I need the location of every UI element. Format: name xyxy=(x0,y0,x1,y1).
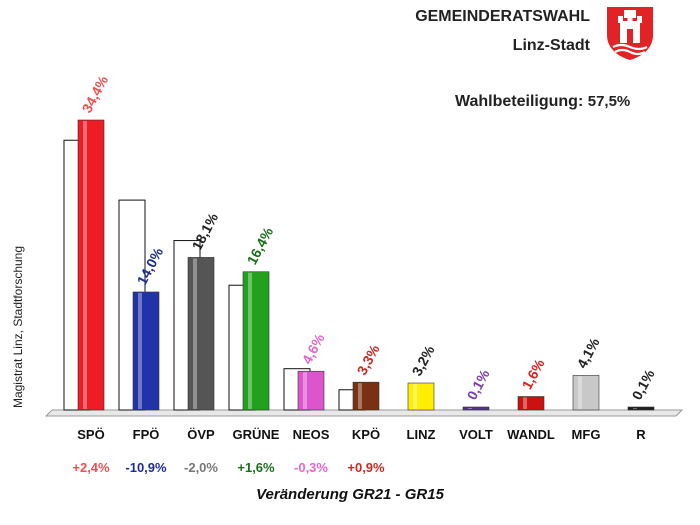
bar-current xyxy=(243,272,269,410)
category-label: FPÖ xyxy=(133,427,160,442)
bar-value-label: 3,3% xyxy=(354,341,383,377)
bar-value-label: 16,4% xyxy=(244,224,277,267)
bar-highlight xyxy=(248,273,252,409)
turnout-value: 57,5% xyxy=(588,93,631,110)
change-caption: Veränderung GR21 - GR15 xyxy=(0,486,700,503)
bar-current xyxy=(628,407,654,410)
category-label: LINZ xyxy=(407,427,436,442)
bar-highlight xyxy=(523,398,527,409)
change-label: -10,9% xyxy=(125,460,167,475)
source-credit: Magistrat Linz, Stadtforschung xyxy=(11,227,25,427)
bar-value-label: 34,4% xyxy=(79,72,112,115)
category-label: WANDL xyxy=(507,427,555,442)
turnout-label: Wahlbeteiligung: xyxy=(455,93,583,110)
linz-coat-of-arms-icon xyxy=(605,5,655,61)
category-label: R xyxy=(636,427,646,442)
bar-current xyxy=(573,375,599,410)
bar-value-label: 1,6% xyxy=(519,356,548,392)
page-title: GEMEINDERATSWAHL xyxy=(415,8,590,26)
change-label: +2,4% xyxy=(72,460,110,475)
bar-current xyxy=(353,382,379,410)
bar-value-label: 3,2% xyxy=(409,342,438,378)
bar-current xyxy=(463,407,489,410)
page-subtitle: Linz-Stadt xyxy=(513,37,590,55)
bar-highlight xyxy=(578,376,582,409)
chart-floor xyxy=(46,410,682,416)
category-label: KPÖ xyxy=(352,427,380,442)
bar-current xyxy=(133,292,159,410)
bar-current xyxy=(518,397,544,410)
bar-current xyxy=(78,120,104,410)
bar-value-label: 18,1% xyxy=(189,210,222,253)
bar-value-label: 0,1% xyxy=(629,366,658,402)
bar-value-label: 0,1% xyxy=(464,366,493,402)
bar-highlight xyxy=(138,293,142,409)
bar-current xyxy=(298,371,324,410)
category-label: ÖVP xyxy=(187,427,215,442)
category-label: GRÜNE xyxy=(233,427,280,442)
bar-highlight xyxy=(413,384,417,409)
category-label: VOLT xyxy=(459,427,493,442)
category-label: NEOS xyxy=(293,427,330,442)
bar-highlight xyxy=(193,258,197,409)
change-label: -2,0% xyxy=(184,460,218,475)
category-label: SPÖ xyxy=(77,427,104,442)
change-label: -0,3% xyxy=(294,460,328,475)
bar-highlight xyxy=(83,121,87,409)
bar-highlight xyxy=(633,408,637,409)
bar-current xyxy=(188,257,214,410)
turnout-info: Wahlbeteiligung: 57,5% xyxy=(455,93,630,111)
bar-value-label: 4,1% xyxy=(574,335,603,371)
category-label: MFG xyxy=(572,427,601,442)
bar-highlight xyxy=(303,372,307,409)
change-label: +0,9% xyxy=(347,460,385,475)
bar-current xyxy=(408,383,434,410)
bar-value-label: 4,6% xyxy=(299,330,328,366)
bar-highlight xyxy=(468,408,472,409)
bar-highlight xyxy=(358,383,362,409)
change-label: +1,6% xyxy=(237,460,275,475)
